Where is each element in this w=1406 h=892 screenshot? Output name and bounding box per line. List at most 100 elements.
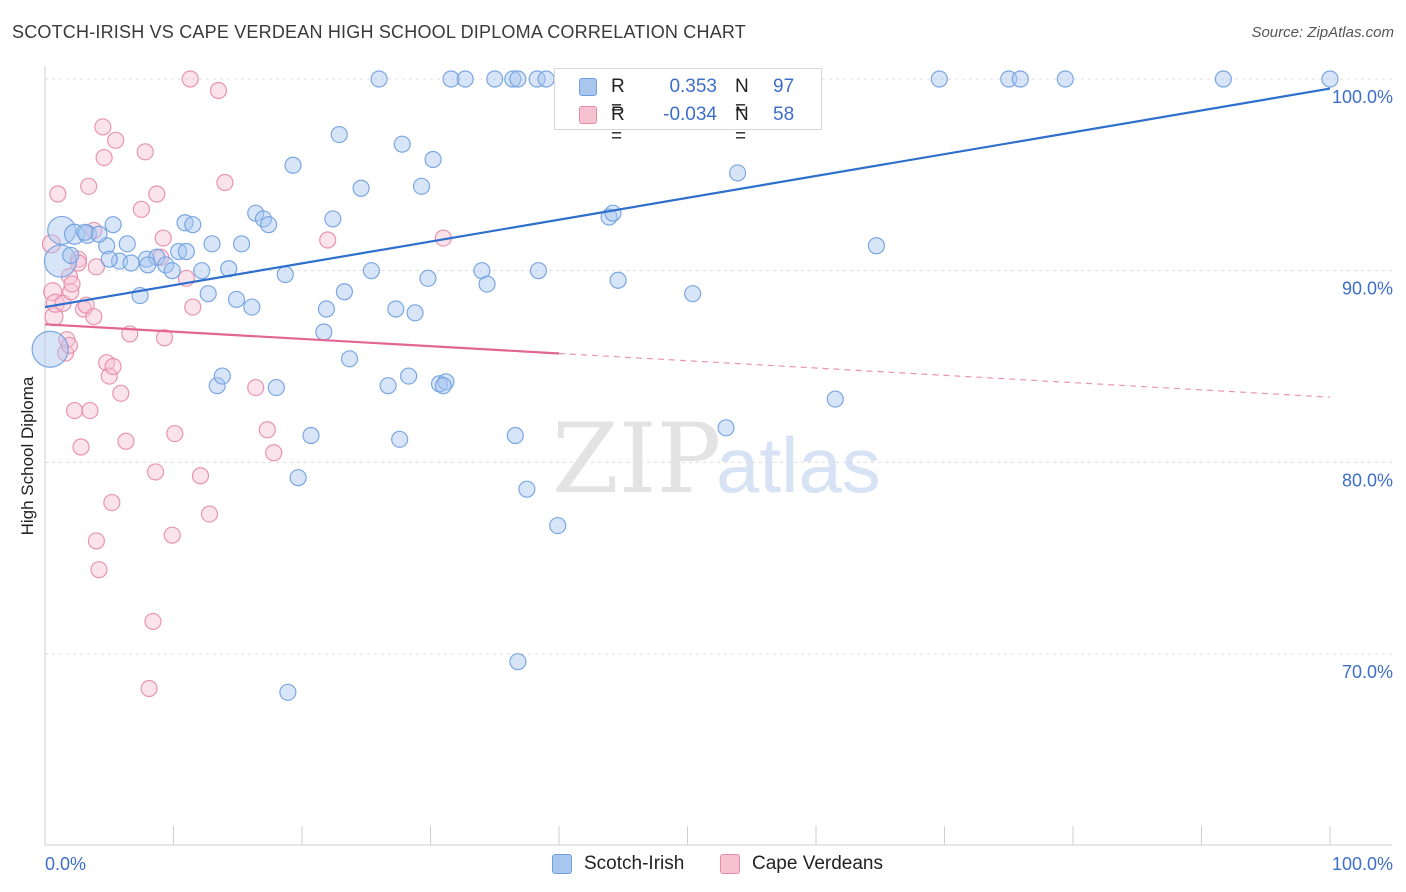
scotch-irish-point [122,254,140,272]
scotch-irish-point [456,70,474,88]
cape-verdean-point [200,505,219,523]
cape-verdean-point [132,200,150,218]
scotch-irish-point [1214,70,1232,88]
cape-verdean-point [49,185,67,203]
legend-r-value: -0.034 [663,104,717,125]
scotch-irish-point [104,216,122,234]
legend-n-value: 97 [773,76,795,97]
legend-swatch-pink [579,106,597,124]
scotch-irish-point [509,653,527,671]
y-tick-label: 100.0% [1332,87,1393,107]
x-tick-label: 0.0% [45,854,86,874]
scotch-irish-point [137,250,156,268]
scotch-irish-trend-line-solid [44,87,1331,309]
cape-verdean-point [43,282,63,302]
scotch-irish-point [100,250,118,268]
cape-verdean-point [95,148,113,167]
cape-verdean-point [148,185,166,203]
scotch-irish-point [208,377,226,395]
cape-verdean-point [107,131,125,149]
cape-verdean-point [104,357,122,376]
scotch-irish-point [549,516,567,535]
series-scotch-irish [31,70,1339,701]
scotch-irish-point [289,469,307,487]
cape-verdean-point [163,526,181,544]
x-tick-label: 100.0% [1332,854,1393,874]
scotch-irish-point [315,323,333,341]
tick-labels: 100.0% 90.0% 80.0% 70.0% 0.0% 100.0% [45,87,1393,874]
scotch-irish-point [330,125,348,144]
cape-verdean-point [155,329,174,347]
scotch-irish-point [352,179,370,197]
scotch-irish-point [163,262,181,280]
gridlines [45,78,1392,655]
series-cape-verdeans [41,70,452,698]
scotch-irish-point [177,242,195,261]
chart-source: Source: ZipAtlas.com [1251,24,1394,41]
cape-verdean-point [191,467,210,485]
scotch-irish-point [486,70,504,88]
cape-verdean-point [85,308,103,326]
scotch-irish-point [227,290,246,309]
scotch-irish-point [379,377,397,395]
legend-swatch-pink [720,854,740,874]
scotch-irish-point [406,304,424,322]
bottom-legend: Scotch-Irish Cape Verdeans [0,852,1406,878]
scotch-irish-point [370,70,388,88]
scotch-irish-point [243,298,261,316]
cape-verdean-point [87,532,106,550]
scotch-irish-point [47,215,77,246]
cape-verdean-point [81,401,99,420]
watermark: ZIP atlas [552,403,881,515]
scotch-irish-point [335,283,354,301]
scotch-irish-point [391,430,409,448]
cape-verdean-point [140,679,158,698]
scotch-irish-point [213,367,231,385]
scotch-irish-point [1011,70,1029,88]
scotch-irish-point [478,275,496,293]
cape-verdean-point [103,493,121,512]
scotch-irish-point [930,70,948,88]
scotch-irish-point [393,135,411,153]
scotch-irish-point [1056,70,1074,88]
cape-verdean-point [136,143,154,161]
legend-swatch-blue [552,854,572,874]
watermark-atlas: atlas [716,421,881,509]
legend-r-label: R = [611,76,625,119]
y-tick-label: 90.0% [1342,279,1393,299]
cape-verdean-point [100,367,118,385]
scotch-irish-point [139,256,157,274]
legend-label: Cape Verdeans [752,853,883,874]
legend-n-label: N = [735,76,749,119]
scotch-irish-point [31,330,69,368]
scotch-irish-point [62,246,80,264]
scotch-irish-point [317,300,336,318]
cape-verdean-point [65,401,84,420]
scotch-irish-point [276,265,294,284]
cape-verdean-trend-line-dashed [558,352,1331,398]
scotch-irish-point [434,377,452,395]
cape-verdean-point [69,250,88,268]
scotch-irish-point [717,419,735,437]
axes [44,66,1392,846]
cape-verdean-point [216,173,234,192]
cape-verdean-point [63,275,81,293]
legend-swatch-blue [579,78,597,96]
cape-verdean-point [184,298,202,316]
scotch-irish-point [199,285,217,303]
cape-verdean-point [154,229,172,247]
scotch-irish-point [362,262,380,280]
scotch-irish-point [442,70,460,88]
y-tick-label: 80.0% [1342,470,1393,490]
legend-r-value: 0.353 [669,76,717,97]
cape-verdean-point [60,336,79,355]
scotch-irish-point [509,70,527,88]
trend-lines [44,87,1331,398]
cape-verdean-point [209,81,228,100]
cape-verdean-trend-line-solid [44,323,560,355]
cape-verdean-point [94,118,112,136]
watermark-zip: ZIP [552,403,721,515]
cape-verdean-point [87,258,106,276]
scotch-irish-point [157,256,175,274]
